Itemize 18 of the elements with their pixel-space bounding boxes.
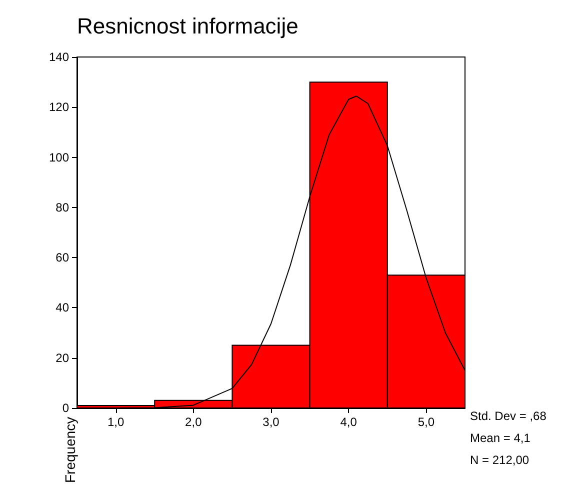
y-tick-label: 140 [48, 50, 70, 64]
x-tick-label: 3,0 [262, 414, 280, 429]
text: Mean = 4,1 [470, 431, 531, 445]
x-tick-label: 4,0 [340, 414, 358, 429]
y-axis-title: Frequency [62, 416, 78, 483]
x-tick-label: 1,0 [107, 414, 124, 429]
y-tick-label: 0 [62, 400, 70, 415]
text: N = 212,00 [470, 453, 530, 467]
y-tick-label: 100 [48, 150, 70, 164]
x-tick-label: 2,0 [185, 414, 202, 429]
text: Std. Dev = ,68 [470, 409, 547, 423]
y-tick-label: 20 [56, 350, 70, 365]
y-tick-label: 120 [48, 100, 70, 114]
y-tick-label: 80 [56, 200, 70, 214]
y-tick-label: 60 [56, 250, 70, 265]
chart-title: Resnicnost informacije [77, 14, 298, 38]
y-tick-label: 40 [56, 300, 70, 315]
x-tick-label: 5,0 [418, 414, 435, 429]
